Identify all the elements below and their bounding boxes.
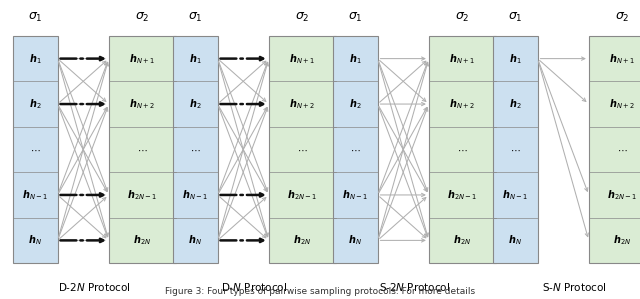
Text: $\boldsymbol{h}_{N+1}$: $\boldsymbol{h}_{N+1}$ xyxy=(289,52,316,65)
Text: Figure 3: Four types of pairwise sampling protocols. For more details: Figure 3: Four types of pairwise samplin… xyxy=(165,287,475,296)
Text: $\boldsymbol{h}_{N-1}$: $\boldsymbol{h}_{N-1}$ xyxy=(22,188,48,202)
Text: $\boldsymbol{h}_{2N-1}$: $\boldsymbol{h}_{2N-1}$ xyxy=(287,188,317,202)
Bar xyxy=(109,36,176,263)
Text: $\cdots$: $\cdots$ xyxy=(510,144,520,155)
Text: D-$N$ Protocol: D-$N$ Protocol xyxy=(221,281,287,293)
Text: S-$2N$ Protocol: S-$2N$ Protocol xyxy=(379,281,450,293)
Text: $\sigma_2$: $\sigma_2$ xyxy=(455,11,470,24)
Bar xyxy=(13,36,58,263)
Text: $\boldsymbol{h}_{N-1}$: $\boldsymbol{h}_{N-1}$ xyxy=(182,188,208,202)
Text: $\cdots$: $\cdots$ xyxy=(297,144,308,155)
Bar xyxy=(173,36,218,263)
Text: $\sigma_1$: $\sigma_1$ xyxy=(188,11,202,24)
Text: $\boldsymbol{h}_{2N}$: $\boldsymbol{h}_{2N}$ xyxy=(453,234,472,247)
Text: $\sigma_1$: $\sigma_1$ xyxy=(348,11,362,24)
Text: $\boldsymbol{h}_{N+1}$: $\boldsymbol{h}_{N+1}$ xyxy=(609,52,636,65)
Text: $\cdots$: $\cdots$ xyxy=(457,144,468,155)
Text: $\boldsymbol{h}_{2N-1}$: $\boldsymbol{h}_{2N-1}$ xyxy=(127,188,157,202)
Text: $\boldsymbol{h}_{N-1}$: $\boldsymbol{h}_{N-1}$ xyxy=(342,188,368,202)
Bar xyxy=(589,36,640,263)
Text: $\sigma_1$: $\sigma_1$ xyxy=(508,11,522,24)
Text: $\sigma_2$: $\sigma_2$ xyxy=(615,11,630,24)
Text: $\boldsymbol{h}_2$: $\boldsymbol{h}_2$ xyxy=(29,97,42,111)
Text: $\boldsymbol{h}_1$: $\boldsymbol{h}_1$ xyxy=(349,52,362,65)
Text: $\boldsymbol{h}_N$: $\boldsymbol{h}_N$ xyxy=(508,234,522,247)
Bar xyxy=(493,36,538,263)
Text: $\boldsymbol{h}_2$: $\boldsymbol{h}_2$ xyxy=(349,97,362,111)
Text: $\boldsymbol{h}_{2N}$: $\boldsymbol{h}_{2N}$ xyxy=(133,234,152,247)
Text: $\boldsymbol{h}_{N+1}$: $\boldsymbol{h}_{N+1}$ xyxy=(449,52,476,65)
Text: $\sigma_1$: $\sigma_1$ xyxy=(28,11,42,24)
Text: $\boldsymbol{h}_1$: $\boldsymbol{h}_1$ xyxy=(189,52,202,65)
Text: $\boldsymbol{h}_{N+1}$: $\boldsymbol{h}_{N+1}$ xyxy=(129,52,156,65)
Bar xyxy=(269,36,336,263)
Text: $\boldsymbol{h}_{2N-1}$: $\boldsymbol{h}_{2N-1}$ xyxy=(607,188,637,202)
Text: $\boldsymbol{h}_1$: $\boldsymbol{h}_1$ xyxy=(509,52,522,65)
Text: $\boldsymbol{h}_{N-1}$: $\boldsymbol{h}_{N-1}$ xyxy=(502,188,528,202)
Text: $\cdots$: $\cdots$ xyxy=(30,144,40,155)
Text: $\boldsymbol{h}_2$: $\boldsymbol{h}_2$ xyxy=(509,97,522,111)
Bar xyxy=(333,36,378,263)
Text: $\boldsymbol{h}_{2N}$: $\boldsymbol{h}_{2N}$ xyxy=(293,234,312,247)
Text: $\boldsymbol{h}_{N+2}$: $\boldsymbol{h}_{N+2}$ xyxy=(609,97,636,111)
Text: $\cdots$: $\cdots$ xyxy=(350,144,360,155)
Text: $\boldsymbol{h}_N$: $\boldsymbol{h}_N$ xyxy=(188,234,202,247)
Bar xyxy=(429,36,496,263)
Text: $\boldsymbol{h}_{N+2}$: $\boldsymbol{h}_{N+2}$ xyxy=(449,97,476,111)
Text: $\boldsymbol{h}_1$: $\boldsymbol{h}_1$ xyxy=(29,52,42,65)
Text: $\boldsymbol{h}_2$: $\boldsymbol{h}_2$ xyxy=(189,97,202,111)
Text: $\sigma_2$: $\sigma_2$ xyxy=(135,11,150,24)
Text: $\boldsymbol{h}_{2N-1}$: $\boldsymbol{h}_{2N-1}$ xyxy=(447,188,477,202)
Text: $\sigma_2$: $\sigma_2$ xyxy=(295,11,310,24)
Text: $\cdots$: $\cdots$ xyxy=(137,144,148,155)
Text: D-$2N$ Protocol: D-$2N$ Protocol xyxy=(58,281,131,293)
Text: $\boldsymbol{h}_N$: $\boldsymbol{h}_N$ xyxy=(348,234,362,247)
Text: $\boldsymbol{h}_{2N}$: $\boldsymbol{h}_{2N}$ xyxy=(613,234,632,247)
Text: $\cdots$: $\cdots$ xyxy=(617,144,628,155)
Text: $\boldsymbol{h}_N$: $\boldsymbol{h}_N$ xyxy=(28,234,42,247)
Text: $\boldsymbol{h}_{N+2}$: $\boldsymbol{h}_{N+2}$ xyxy=(289,97,316,111)
Text: $\boldsymbol{h}_{N+2}$: $\boldsymbol{h}_{N+2}$ xyxy=(129,97,156,111)
Text: S-$N$ Protocol: S-$N$ Protocol xyxy=(542,281,607,293)
Text: $\cdots$: $\cdots$ xyxy=(190,144,200,155)
